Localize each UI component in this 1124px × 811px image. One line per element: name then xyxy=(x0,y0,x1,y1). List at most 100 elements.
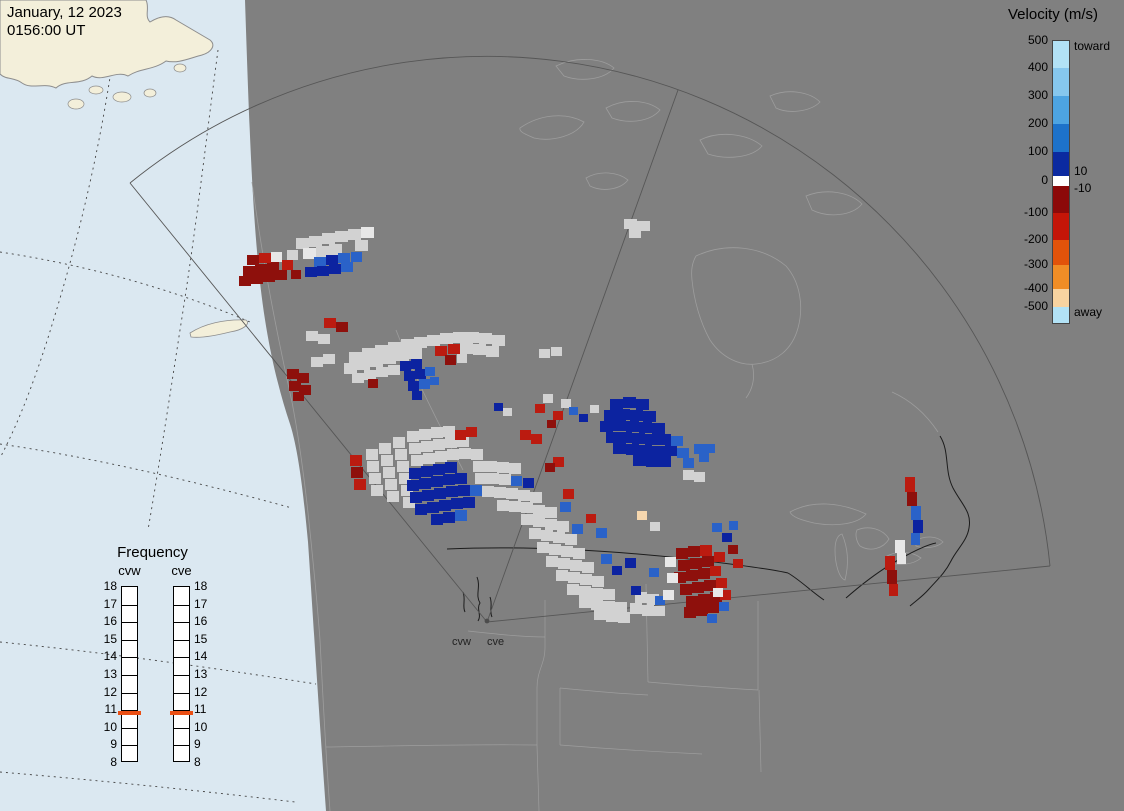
radar-echo-cell xyxy=(530,492,542,503)
radar-echo-cell xyxy=(435,346,447,356)
velocity-tick-label: -100 xyxy=(1023,205,1048,219)
radar-echo-cell xyxy=(379,443,391,454)
radar-echo-cell xyxy=(470,485,482,496)
radar-echo-cell xyxy=(323,354,335,364)
velocity-direction-label: -10 xyxy=(1074,181,1092,195)
radar-echo-cell xyxy=(629,229,641,238)
radar-echo-cell xyxy=(282,260,293,270)
velocity-colorbar-segment xyxy=(1053,96,1069,124)
frequency-tick-label: 8 xyxy=(194,755,201,769)
velocity-colorbar-segment xyxy=(1053,289,1069,307)
radar-echo-cell xyxy=(561,546,573,557)
radar-echo-cell xyxy=(344,363,357,374)
velocity-colorbar-segment xyxy=(1053,186,1069,213)
radar-echo-cell xyxy=(455,430,466,440)
radar-echo-cell xyxy=(565,534,577,545)
radar-echo-cell xyxy=(357,359,370,370)
radar-echo-cell xyxy=(311,357,323,367)
timestamp-date: January, 12 2023 xyxy=(7,4,122,21)
radar-echo-cell xyxy=(409,468,421,479)
radar-echo-cell xyxy=(615,602,627,613)
radar-echo-cell xyxy=(694,444,705,454)
radar-echo-cell xyxy=(419,379,430,389)
radar-echo-cell xyxy=(350,455,362,466)
radar-echo-cell xyxy=(889,584,898,596)
radar-echo-cell xyxy=(383,353,396,364)
timestamp: January, 12 2023 0156:00 UT xyxy=(7,4,122,40)
radar-echo-cell xyxy=(713,588,723,597)
radar-echo-cell xyxy=(255,264,267,274)
radar-echo-cell xyxy=(698,594,710,605)
radar-echo-cell xyxy=(457,436,469,447)
radar-echo-cell xyxy=(407,480,419,491)
offshore-island xyxy=(189,319,248,338)
radar-echo-cell xyxy=(497,500,509,511)
radar-echo-cell xyxy=(303,248,316,259)
radar-echo-cell xyxy=(604,410,617,421)
frequency-tick-label: 13 xyxy=(103,667,117,681)
frequency-column-label-cvw: cvw xyxy=(118,563,141,578)
radar-echo-cell xyxy=(275,270,287,280)
radar-echo-cell xyxy=(506,488,518,499)
frequency-tick-line xyxy=(122,657,137,659)
frequency-tick-line xyxy=(122,675,137,676)
radar-echo-cell xyxy=(591,588,603,599)
radar-echo-cell xyxy=(567,584,579,595)
radar-echo-cell xyxy=(722,533,732,542)
radar-echo-cell xyxy=(630,410,643,421)
radar-echo-cell xyxy=(650,522,660,531)
radar-echo-cell xyxy=(710,592,722,603)
velocity-colorbar-segment xyxy=(1053,213,1069,240)
radar-echo-cell xyxy=(913,520,923,533)
velocity-legend: Velocity (m/s) 500 400 300 200 100 0 -100 -200 -… xyxy=(1000,0,1124,340)
radar-echo-cell xyxy=(451,498,463,509)
velocity-tick-label: -200 xyxy=(1023,232,1048,246)
velocity-tick-label: 0 xyxy=(1041,173,1048,187)
radar-echo-cell xyxy=(637,221,650,231)
radar-echo-cell xyxy=(459,448,471,459)
radar-echo-layer xyxy=(239,219,923,623)
radar-echo-cell xyxy=(572,524,583,534)
radar-echo-cell xyxy=(434,488,446,499)
radar-site-label-cvw: cvw xyxy=(452,636,471,648)
radar-echo-cell xyxy=(733,559,743,568)
radar-echo-cell xyxy=(521,502,533,513)
frequency-tick-label: 16 xyxy=(103,614,117,629)
radar-echo-cell xyxy=(287,250,298,260)
velocity-direction-label: 10 xyxy=(1074,164,1088,178)
radar-echo-cell xyxy=(612,566,622,575)
radar-echo-cell xyxy=(443,512,455,523)
velocity-direction-label: away xyxy=(1074,305,1103,319)
radar-echo-cell xyxy=(606,432,619,443)
radar-echo-cell xyxy=(471,449,483,460)
radar-echo-cell xyxy=(448,344,460,354)
radar-echo-cell xyxy=(537,542,549,553)
radar-echo-cell xyxy=(354,479,366,490)
radar-echo-cell xyxy=(497,462,509,473)
radar-echo-cell xyxy=(299,385,311,395)
radar-echo-cell xyxy=(710,566,721,576)
radar-site-label-cve: cve xyxy=(487,636,505,648)
radar-echo-cell xyxy=(623,397,636,408)
frequency-tick-label: 10 xyxy=(194,719,208,734)
radar-echo-cell xyxy=(639,445,652,456)
velocity-colorbar xyxy=(1052,40,1070,324)
radar-echo-cell xyxy=(603,601,615,612)
radar-echo-cell xyxy=(907,492,917,506)
radar-echo-cell xyxy=(686,570,698,581)
radar-echo-cell xyxy=(535,404,545,413)
radar-echo-cell xyxy=(619,432,632,443)
radar-echo-cell xyxy=(895,540,905,553)
radar-echo-cell xyxy=(606,611,618,622)
radar-echo-cell xyxy=(531,434,542,444)
radar-echo-cell xyxy=(720,590,731,600)
frequency-tick-line xyxy=(122,727,137,729)
radar-echo-cell xyxy=(403,497,415,508)
frequency-tick-label: 14 xyxy=(103,649,117,664)
radar-echo-cell xyxy=(631,586,641,595)
radar-echo-cell xyxy=(676,548,688,559)
state-borders xyxy=(325,583,762,811)
velocity-tick-label: 100 xyxy=(1027,144,1048,158)
radar-echo-cell xyxy=(415,504,427,515)
